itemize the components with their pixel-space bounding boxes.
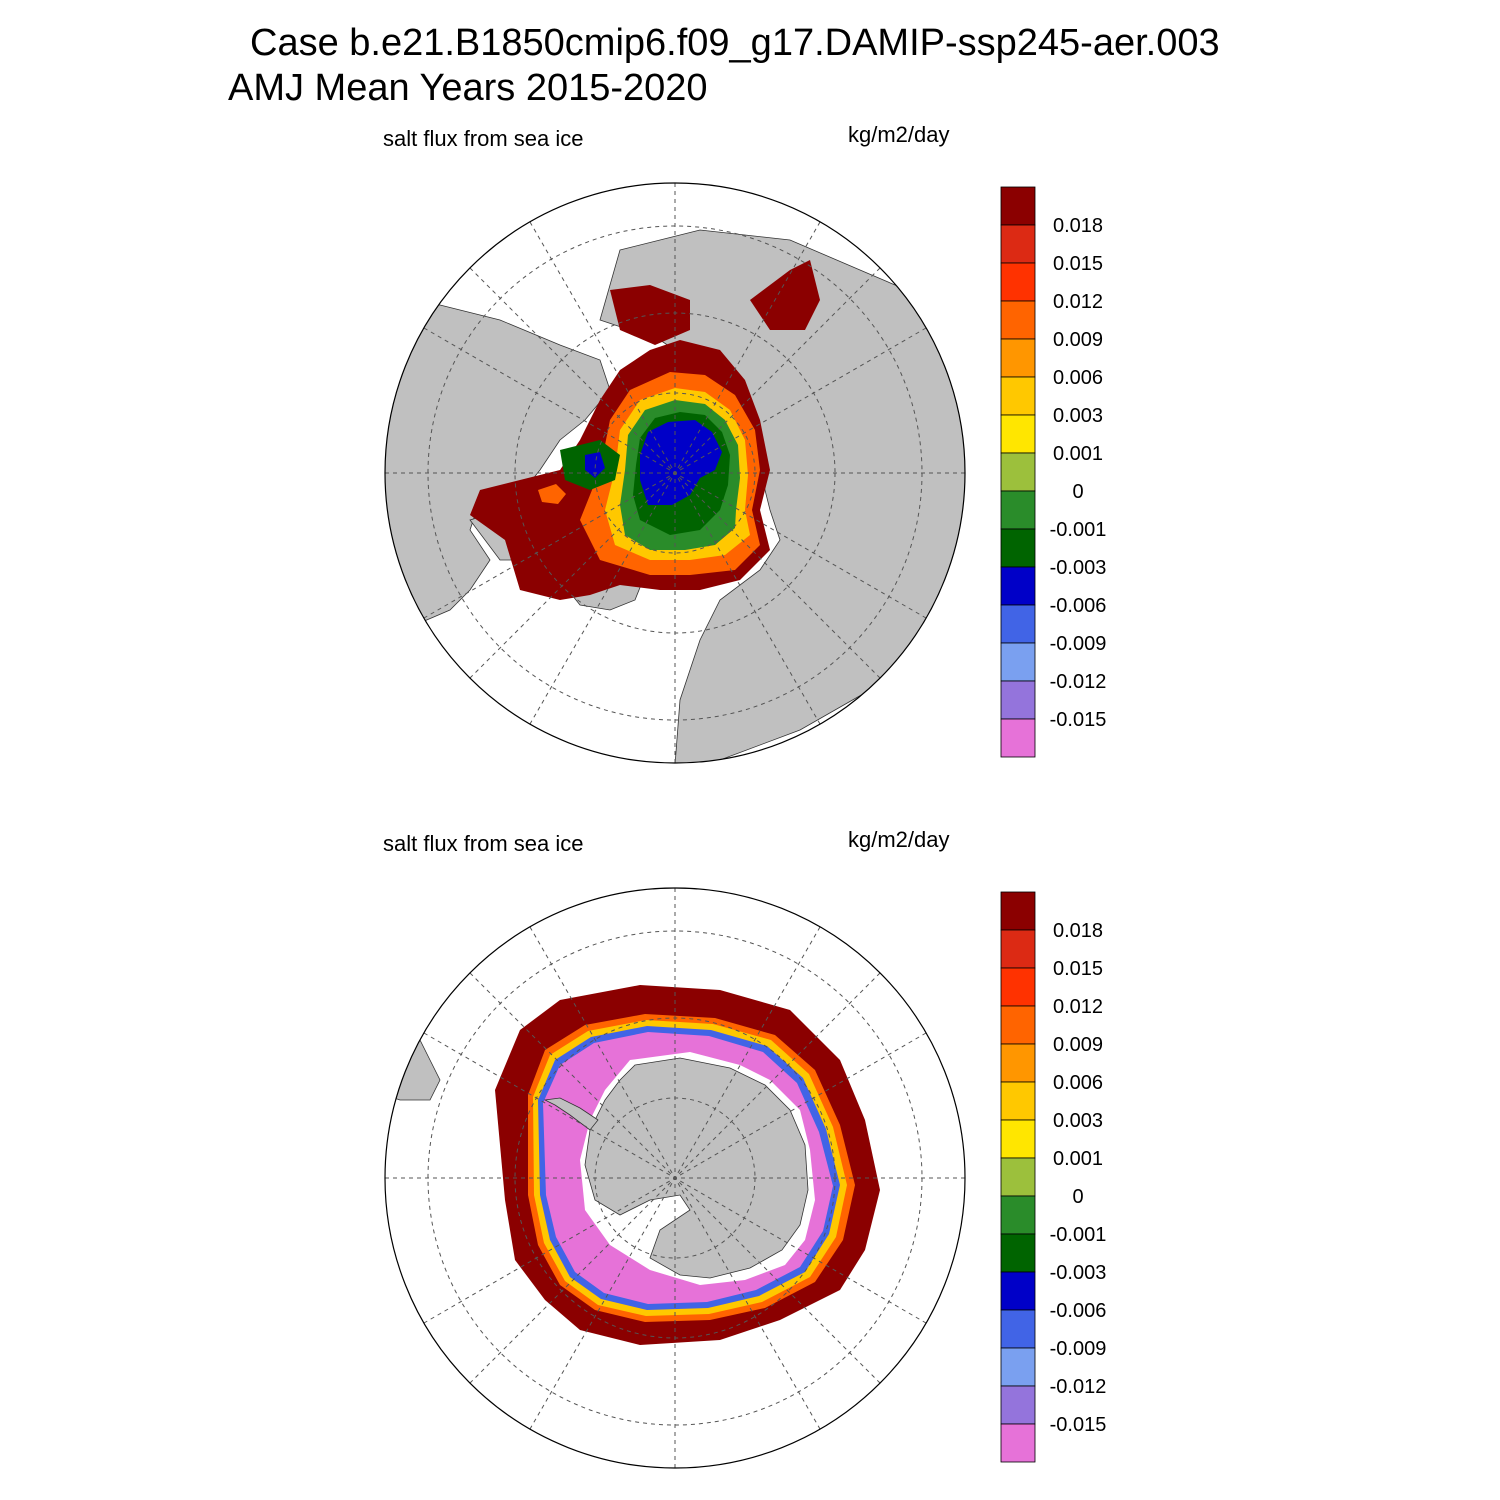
south-colorbar-label: -0.001 — [1050, 1224, 1107, 1246]
north-colorbar-swatch — [1000, 680, 1036, 720]
south-colorbar-label: -0.006 — [1050, 1300, 1107, 1322]
south-colorbar-swatch — [1000, 1119, 1036, 1159]
north-colorbar-label: -0.003 — [1050, 557, 1107, 579]
north-flux-blue — [640, 420, 722, 505]
south-colorbar-swatch — [1000, 1081, 1036, 1121]
north-colorbar-swatch — [1000, 718, 1036, 758]
north-graticule — [385, 183, 965, 763]
south-colorbar-label: 0.009 — [1053, 1034, 1103, 1056]
south-colorbar-label: 0.012 — [1053, 996, 1103, 1018]
north-colorbar-label: 0.018 — [1053, 215, 1103, 237]
south-colorbar-label: 0.018 — [1053, 920, 1103, 942]
south-polar-map — [384, 887, 966, 1469]
south-colorbar-swatch — [1000, 967, 1036, 1007]
north-polar-map — [384, 182, 966, 764]
north-colorbar-swatch — [1000, 604, 1036, 644]
north-flux-hudson — [538, 484, 566, 504]
south-map-frame — [384, 887, 966, 1469]
south-colorbar-swatch — [1000, 1233, 1036, 1273]
north-colorbar-label: 0.009 — [1053, 329, 1103, 351]
north-colorbar-label: 0 — [1072, 481, 1083, 503]
title-line-1: Case b.e21.B1850cmip6.f09_g17.DAMIP-ssp2… — [250, 22, 1220, 64]
north-colorbar-label: 0.003 — [1053, 405, 1103, 427]
north-colorbar-swatch — [1000, 262, 1036, 302]
south-colorbar-swatch — [1000, 1271, 1036, 1311]
south-graticule — [385, 888, 965, 1468]
south-colorbar-label: -0.012 — [1050, 1376, 1107, 1398]
north-colorbar-label: 0.015 — [1053, 253, 1103, 275]
south-colorbar-label: 0.001 — [1053, 1148, 1103, 1170]
north-land-americas — [385, 299, 611, 641]
north-colorbar: 0.018 0.015 0.012 0.009 0.006 0.003 0.001 0 -0.0… — [1000, 186, 1107, 758]
south-colorbar-swatch — [1000, 1347, 1036, 1387]
north-colorbar-swatch — [1000, 186, 1036, 226]
north-colorbar-label: 0.001 — [1053, 443, 1103, 465]
south-colorbar-swatch — [1000, 1423, 1036, 1463]
north-colorbar-swatch — [1000, 452, 1036, 492]
north-colorbar-swatch — [1000, 338, 1036, 378]
south-colorbar-swatch — [1000, 1309, 1036, 1349]
north-colorbar-label: -0.006 — [1050, 595, 1107, 617]
south-colorbar-label: -0.003 — [1050, 1262, 1107, 1284]
south-colorbar-swatch — [1000, 1043, 1036, 1083]
north-colorbar-swatch — [1000, 414, 1036, 454]
title-line-2: AMJ Mean Years 2015-2020 — [228, 67, 708, 109]
south-colorbar-swatch — [1000, 891, 1036, 931]
south-colorbar-label: -0.015 — [1050, 1414, 1107, 1436]
north-map-frame — [384, 182, 966, 764]
north-colorbar-swatch — [1000, 300, 1036, 340]
north-colorbar-swatch — [1000, 224, 1036, 264]
north-colorbar-swatch — [1000, 642, 1036, 682]
north-colorbar-label: -0.001 — [1050, 519, 1107, 541]
south-units-label: kg/m2/day — [848, 827, 950, 852]
south-colorbar-swatch — [1000, 1005, 1036, 1045]
north-colorbar-label: 0.012 — [1053, 291, 1103, 313]
south-colorbar-swatch — [1000, 1385, 1036, 1425]
north-colorbar-label: 0.006 — [1053, 367, 1103, 389]
north-variable-label: salt flux from sea ice — [383, 126, 584, 151]
north-colorbar-label: -0.009 — [1050, 633, 1107, 655]
north-colorbar-swatch — [1000, 566, 1036, 606]
south-colorbar-label: 0.006 — [1053, 1072, 1103, 1094]
south-land-peninsula — [543, 1097, 599, 1131]
north-colorbar-swatch — [1000, 376, 1036, 416]
north-colorbar-swatch — [1000, 490, 1036, 530]
south-colorbar-label: 0 — [1072, 1186, 1083, 1208]
south-colorbar-label: 0.003 — [1053, 1110, 1103, 1132]
north-colorbar-swatch — [1000, 528, 1036, 568]
north-units-label: kg/m2/day — [848, 122, 950, 147]
south-colorbar-swatch — [1000, 1195, 1036, 1235]
south-colorbar-swatch — [1000, 1157, 1036, 1197]
south-variable-label: salt flux from sea ice — [383, 831, 584, 856]
south-colorbar: 0.018 0.015 0.012 0.009 0.006 0.003 0.001 0 -0.0… — [1000, 891, 1107, 1463]
south-colorbar-swatch — [1000, 929, 1036, 969]
south-colorbar-label: 0.015 — [1053, 958, 1103, 980]
north-colorbar-label: -0.012 — [1050, 671, 1107, 693]
south-colorbar-label: -0.009 — [1050, 1338, 1107, 1360]
north-colorbar-label: -0.015 — [1050, 709, 1107, 731]
